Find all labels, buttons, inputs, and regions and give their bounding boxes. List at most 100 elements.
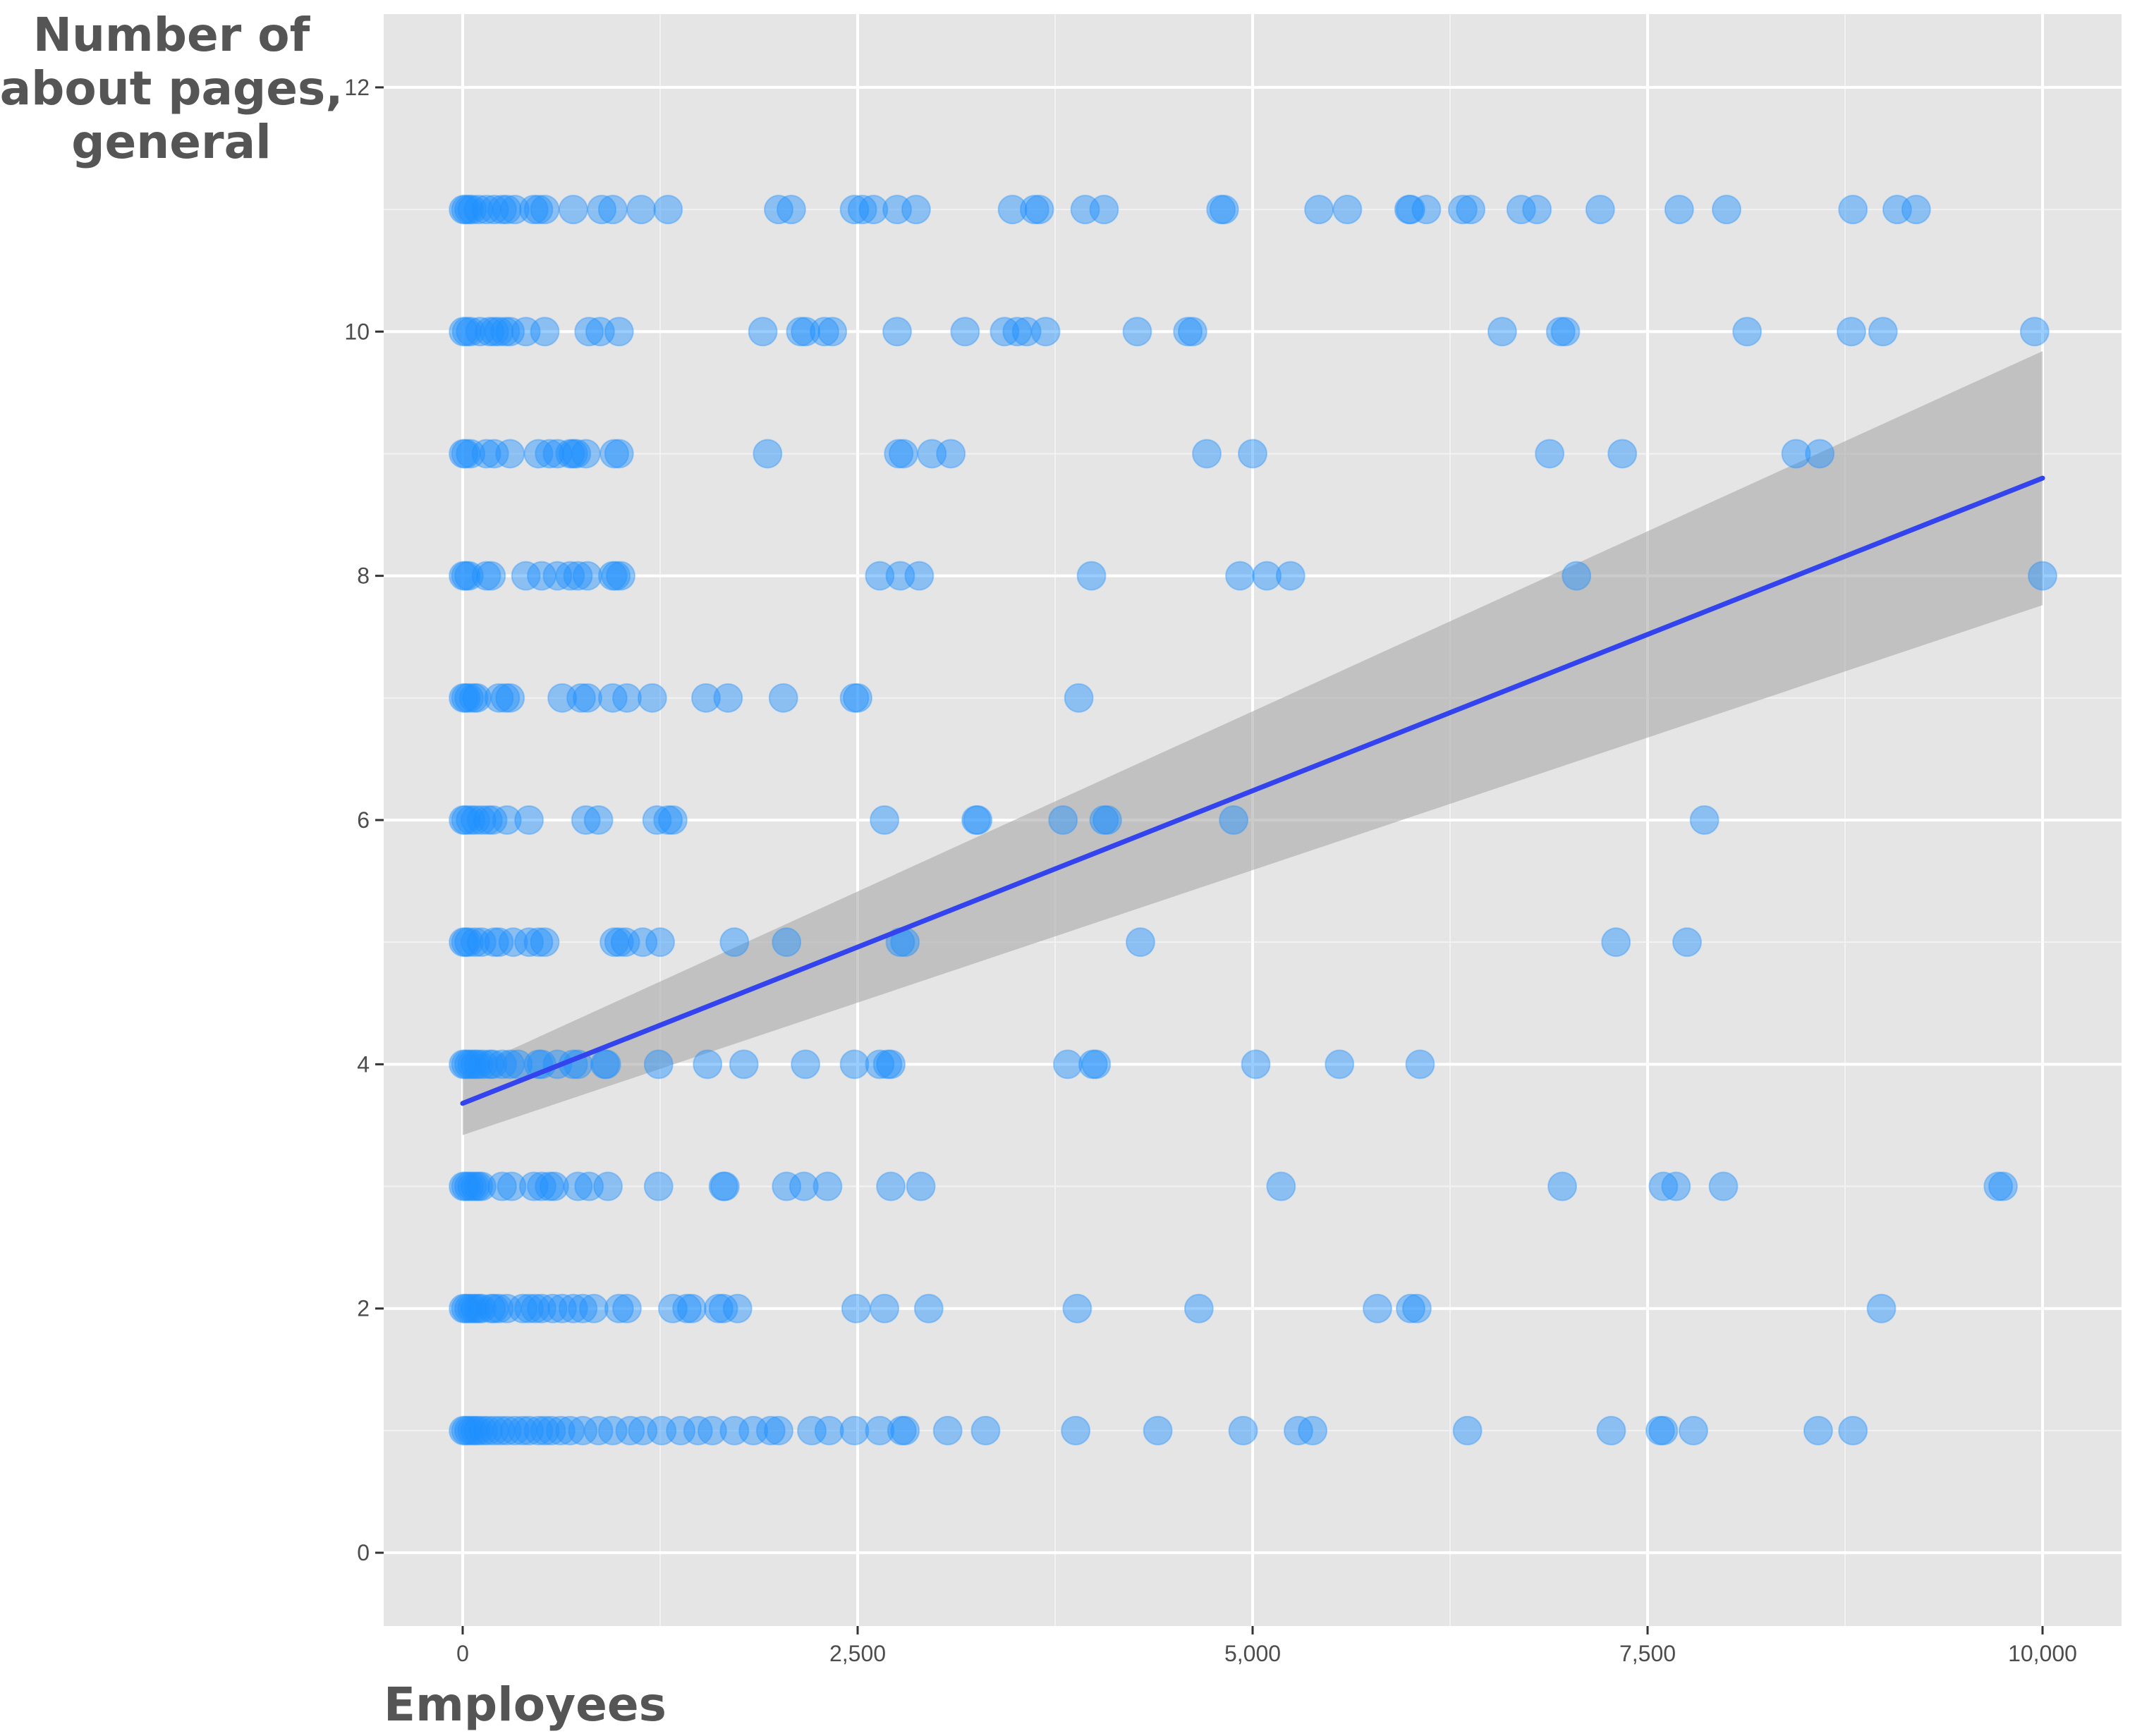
y-tick-label: 4 [357, 1051, 370, 1077]
data-point [917, 439, 947, 469]
data-point [1070, 195, 1100, 225]
data-point [1062, 1293, 1093, 1324]
x-tick-label: 10,000 [2008, 1641, 2077, 1666]
data-point [1522, 195, 1552, 225]
data-point [1708, 1171, 1739, 1202]
regression-line [460, 475, 2045, 1106]
data-point [449, 927, 479, 958]
data-point [1506, 195, 1536, 225]
data-point [495, 1049, 525, 1080]
data-point [1901, 195, 1931, 225]
data-point [1664, 195, 1694, 225]
data-point [530, 1415, 560, 1445]
data-point [1988, 1171, 2018, 1202]
data-point [572, 561, 602, 591]
data-point [693, 1049, 723, 1080]
data-point [876, 1171, 906, 1202]
data-point [1868, 317, 1898, 347]
data-point [514, 927, 544, 958]
data-point [466, 805, 497, 835]
data-point [606, 561, 635, 591]
data-point [858, 195, 889, 225]
data-point [484, 1293, 514, 1324]
data-point [484, 683, 514, 713]
data-point [1078, 1049, 1108, 1080]
data-point [466, 927, 497, 958]
data-point [503, 1049, 533, 1080]
data-point [1019, 195, 1049, 225]
data-point [451, 317, 482, 347]
data-point [477, 1049, 508, 1080]
data-point [558, 195, 588, 225]
data-point [451, 1049, 481, 1080]
data-point [555, 439, 585, 469]
confidence-band [463, 350, 2043, 1135]
data-point [583, 1415, 614, 1445]
data-point [786, 317, 816, 347]
data-point [566, 683, 596, 713]
data-point [791, 317, 821, 347]
data-point [514, 1415, 544, 1445]
data-point [1712, 195, 1741, 225]
data-point [487, 1049, 517, 1080]
data-point [471, 561, 501, 591]
data-point [1661, 1171, 1691, 1202]
data-point [865, 1415, 895, 1445]
data-point [628, 927, 658, 958]
data-point [904, 561, 935, 591]
data-point [460, 1293, 490, 1324]
data-point [657, 805, 688, 835]
data-point [719, 927, 750, 958]
data-point [597, 195, 628, 225]
data-point [449, 561, 479, 591]
data-point [449, 195, 479, 225]
data-point [456, 439, 486, 469]
data-point [1024, 195, 1054, 225]
data-point [963, 805, 993, 835]
data-point [1645, 1415, 1675, 1445]
data-point [535, 439, 565, 469]
data-point [611, 1293, 642, 1324]
data-point [460, 1049, 490, 1080]
data-point [466, 1293, 497, 1324]
data-point [454, 927, 484, 958]
data-point [479, 439, 509, 469]
data-point [574, 1171, 604, 1202]
data-point [479, 927, 509, 958]
data-point [1325, 1049, 1355, 1080]
data-point [449, 1171, 479, 1202]
data-point [936, 439, 966, 469]
data-point [888, 439, 918, 469]
data-point [460, 1415, 490, 1445]
data-point [451, 927, 481, 958]
x-tick-label: 5,000 [1224, 1641, 1281, 1666]
data-point [1585, 195, 1615, 225]
data-point [585, 317, 615, 347]
data-point [563, 561, 593, 591]
data-point [1089, 195, 1119, 225]
data-point [479, 1293, 509, 1324]
data-point [729, 1049, 759, 1080]
data-point [1206, 195, 1236, 225]
data-point [536, 1415, 566, 1445]
data-point [454, 1049, 484, 1080]
data-point [454, 1415, 484, 1445]
data-point [708, 1293, 738, 1324]
data-point [604, 1293, 634, 1324]
data-point [590, 1049, 620, 1080]
data-point [492, 805, 522, 835]
data-point [558, 439, 588, 469]
x-tick-label: 7,500 [1619, 1641, 1676, 1666]
data-point [865, 1049, 895, 1080]
data-point [839, 1049, 870, 1080]
data-point [454, 1293, 484, 1324]
data-point [1143, 1415, 1173, 1445]
data-point [597, 1415, 628, 1445]
y-tick-label: 0 [357, 1540, 370, 1565]
data-point [457, 1415, 487, 1445]
data-point [523, 195, 554, 225]
data-point [451, 1171, 481, 1202]
data-point [1298, 1415, 1328, 1445]
data-point [1011, 317, 1042, 347]
data-point [755, 1415, 786, 1445]
